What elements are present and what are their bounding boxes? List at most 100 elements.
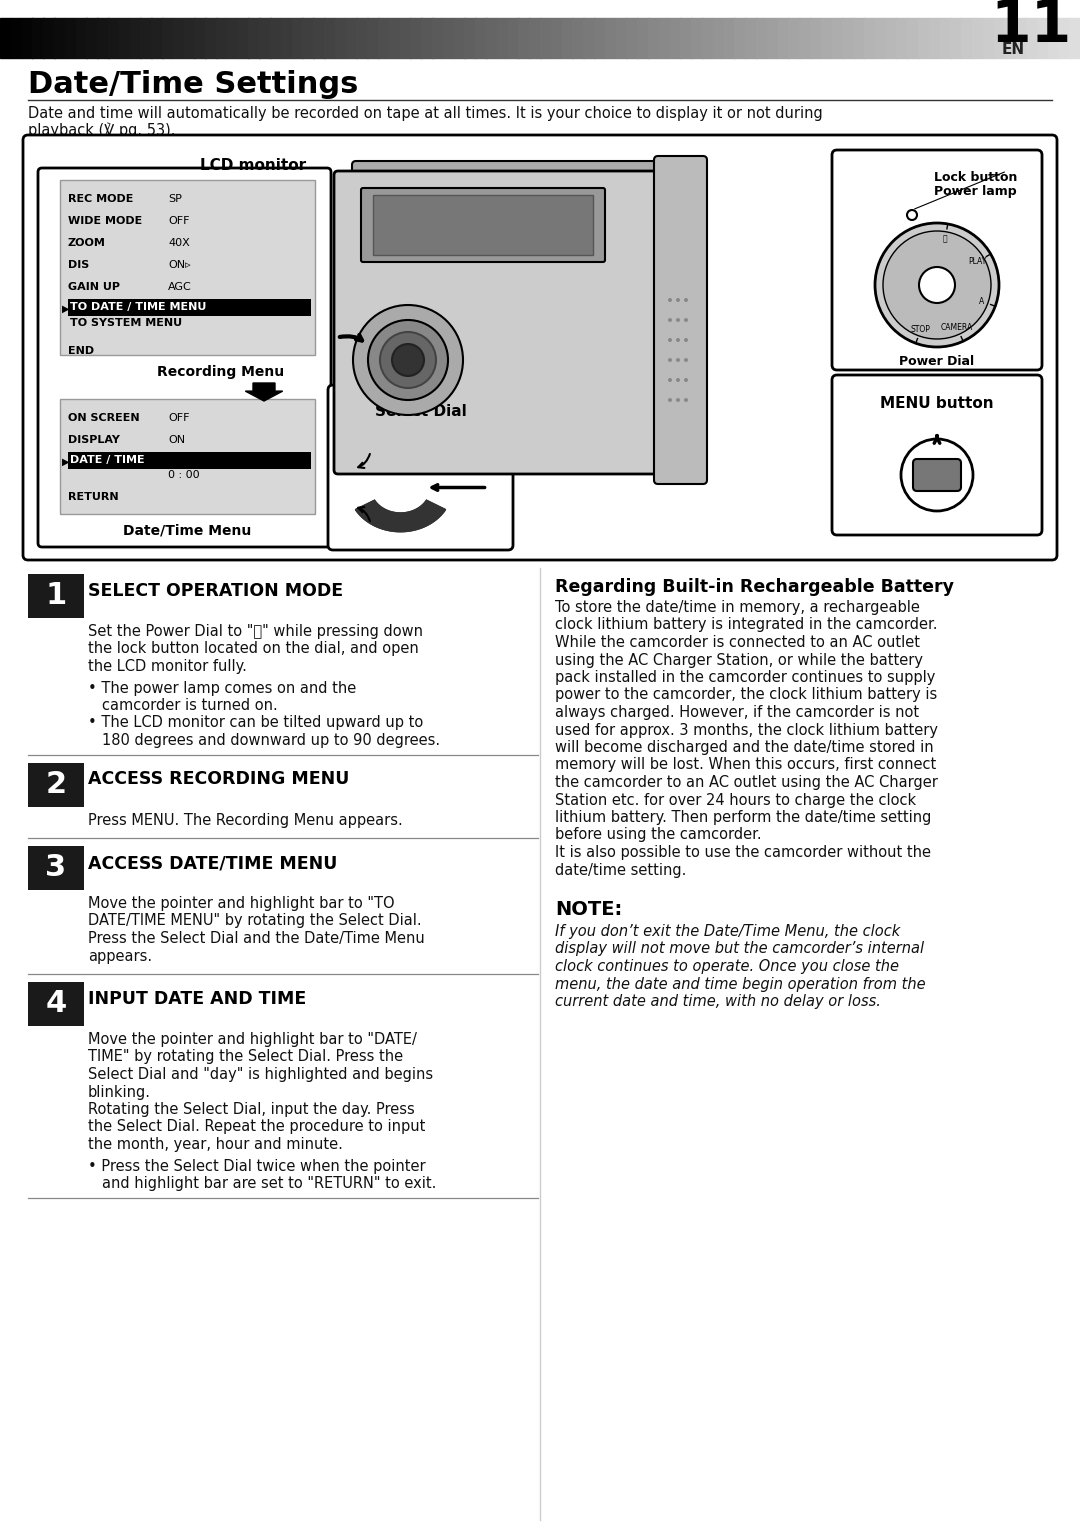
Text: 1: 1 bbox=[45, 581, 67, 610]
Bar bbox=[702, 18, 713, 58]
Bar bbox=[410, 18, 421, 58]
Bar bbox=[28, 983, 84, 1026]
Text: 3: 3 bbox=[45, 854, 67, 883]
Bar bbox=[497, 18, 508, 58]
Bar bbox=[626, 18, 637, 58]
Bar bbox=[637, 18, 648, 58]
Bar bbox=[907, 18, 918, 58]
Text: Select Dial: Select Dial bbox=[375, 405, 467, 419]
Text: the camcorder to an AC outlet using the AC Charger: the camcorder to an AC outlet using the … bbox=[555, 776, 937, 789]
Bar bbox=[691, 18, 702, 58]
Text: REC MODE: REC MODE bbox=[68, 195, 133, 204]
Bar bbox=[313, 18, 324, 58]
Bar bbox=[76, 18, 86, 58]
Circle shape bbox=[669, 399, 672, 402]
Bar bbox=[60, 399, 315, 514]
Bar bbox=[778, 18, 788, 58]
Circle shape bbox=[676, 379, 680, 382]
Text: ACCESS RECORDING MENU: ACCESS RECORDING MENU bbox=[87, 771, 349, 788]
FancyBboxPatch shape bbox=[913, 458, 961, 491]
Text: SELECT OPERATION MODE: SELECT OPERATION MODE bbox=[87, 583, 343, 599]
Text: Date and time will automatically be recorded on tape at all times. It is your ch: Date and time will automatically be reco… bbox=[28, 106, 823, 121]
FancyBboxPatch shape bbox=[832, 376, 1042, 535]
Text: PLAY: PLAY bbox=[969, 258, 987, 267]
Bar bbox=[60, 179, 315, 356]
Text: LCD monitor: LCD monitor bbox=[200, 158, 307, 173]
Text: SP: SP bbox=[168, 195, 181, 204]
Bar bbox=[875, 18, 886, 58]
Bar bbox=[508, 18, 518, 58]
Bar bbox=[22, 18, 32, 58]
Text: 2: 2 bbox=[45, 770, 67, 799]
Bar bbox=[140, 18, 151, 58]
Circle shape bbox=[676, 399, 680, 402]
Bar bbox=[227, 18, 238, 58]
Text: used for approx. 3 months, the clock lithium battery: used for approx. 3 months, the clock lit… bbox=[555, 722, 939, 737]
Bar bbox=[1048, 18, 1058, 58]
Bar bbox=[562, 18, 572, 58]
Circle shape bbox=[676, 359, 680, 362]
Bar bbox=[281, 18, 292, 58]
Text: before using the camcorder.: before using the camcorder. bbox=[555, 828, 761, 843]
Text: Power Dial: Power Dial bbox=[900, 356, 974, 368]
Bar bbox=[302, 18, 313, 58]
Bar bbox=[659, 18, 670, 58]
Bar bbox=[518, 18, 529, 58]
Text: ON▹: ON▹ bbox=[168, 261, 191, 270]
Text: END: END bbox=[68, 346, 94, 356]
Bar bbox=[745, 18, 756, 58]
Bar bbox=[97, 18, 108, 58]
Text: lithium battery. Then perform the date/time setting: lithium battery. Then perform the date/t… bbox=[555, 809, 931, 825]
Bar bbox=[475, 18, 486, 58]
Text: power to the camcorder, the clock lithium battery is: power to the camcorder, the clock lithiu… bbox=[555, 687, 937, 702]
Text: Set the Power Dial to "ⓜ" while pressing down: Set the Power Dial to "ⓜ" while pressing… bbox=[87, 624, 423, 639]
Text: RETURN: RETURN bbox=[68, 492, 119, 501]
Text: WIDE MODE: WIDE MODE bbox=[68, 216, 143, 225]
Bar bbox=[486, 18, 497, 58]
Circle shape bbox=[875, 222, 999, 346]
Bar bbox=[216, 18, 227, 58]
Text: 180 degrees and downward up to 90 degrees.: 180 degrees and downward up to 90 degree… bbox=[102, 733, 441, 748]
Text: • The LCD monitor can be tilted upward up to: • The LCD monitor can be tilted upward u… bbox=[87, 716, 423, 731]
Text: the lock button located on the dial, and open: the lock button located on the dial, and… bbox=[87, 641, 419, 656]
Text: • Press the Select Dial twice when the pointer: • Press the Select Dial twice when the p… bbox=[87, 1159, 426, 1173]
Bar bbox=[367, 18, 378, 58]
Text: A: A bbox=[978, 296, 984, 305]
Bar bbox=[11, 18, 22, 58]
Text: clock lithium battery is integrated in the camcorder.: clock lithium battery is integrated in t… bbox=[555, 618, 937, 633]
Circle shape bbox=[901, 438, 973, 510]
FancyBboxPatch shape bbox=[654, 156, 707, 484]
Polygon shape bbox=[355, 500, 446, 532]
Text: STOP: STOP bbox=[912, 325, 931, 334]
Text: appears.: appears. bbox=[87, 949, 152, 964]
Text: date/time setting.: date/time setting. bbox=[555, 863, 687, 877]
Circle shape bbox=[883, 231, 991, 339]
Bar bbox=[205, 18, 216, 58]
Bar bbox=[864, 18, 875, 58]
Text: INPUT DATE AND TIME: INPUT DATE AND TIME bbox=[87, 990, 307, 1009]
Bar bbox=[605, 18, 616, 58]
Text: Lock button: Lock button bbox=[933, 172, 1017, 184]
Bar bbox=[400, 18, 410, 58]
Bar bbox=[43, 18, 54, 58]
Bar bbox=[346, 18, 356, 58]
Text: Rotating the Select Dial, input the day. Press: Rotating the Select Dial, input the day.… bbox=[87, 1102, 415, 1118]
Circle shape bbox=[684, 379, 688, 382]
Bar bbox=[961, 18, 972, 58]
Circle shape bbox=[676, 297, 680, 302]
Circle shape bbox=[684, 317, 688, 322]
Bar bbox=[259, 18, 270, 58]
Bar bbox=[421, 18, 432, 58]
Bar bbox=[238, 18, 248, 58]
Bar bbox=[918, 18, 929, 58]
Bar bbox=[28, 762, 84, 806]
FancyBboxPatch shape bbox=[832, 150, 1042, 369]
Bar bbox=[1015, 18, 1026, 58]
Bar bbox=[886, 18, 896, 58]
Text: ZOOM: ZOOM bbox=[68, 238, 106, 248]
Bar bbox=[119, 18, 130, 58]
Bar bbox=[799, 18, 810, 58]
Bar bbox=[28, 573, 84, 618]
Text: CAMERA: CAMERA bbox=[941, 323, 973, 333]
Text: EN: EN bbox=[1002, 43, 1025, 58]
